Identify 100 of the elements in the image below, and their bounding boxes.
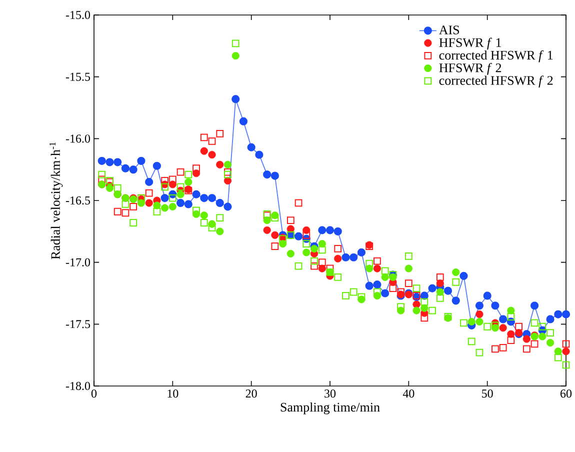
point [302,231,310,239]
point [176,183,184,191]
point [184,170,192,178]
y-tick-label: -15.5 [66,72,90,81]
point [121,164,130,172]
point [294,199,302,207]
point [373,264,381,272]
point [436,288,444,296]
point [208,224,216,232]
point [271,242,279,250]
point [232,40,240,48]
y-tick-label: -18.0 [66,382,90,390]
point [554,310,562,318]
x-axis-title: Sampling time/min [280,402,380,414]
point [161,204,169,212]
point [412,306,420,314]
point [184,200,192,208]
x-tick-label: 40 [402,390,414,398]
point [208,150,216,159]
point [160,194,169,202]
point [350,288,358,296]
point [546,338,554,347]
y-tick-label: -16.0 [66,134,90,143]
point [302,248,310,256]
point [404,264,412,272]
legend-label: corrected HFSWR f 1 [439,50,553,62]
point [412,300,420,308]
point [114,184,122,192]
point [224,176,232,185]
point [334,245,342,252]
point [310,262,318,270]
point [499,344,507,352]
point [404,252,412,260]
point [476,310,484,318]
x-tick-label: 10 [168,390,178,398]
point [216,160,224,168]
x-tick-label: 50 [482,390,493,398]
point [153,202,161,210]
point [318,258,326,266]
point [232,52,240,60]
point [271,231,279,239]
point [342,292,350,300]
point [168,194,176,202]
point [476,348,484,356]
y-axis-title: Radial velocity/km·h$^{-1}$ [50,142,63,260]
point [334,227,342,236]
point [436,273,444,281]
point [334,273,342,281]
point [507,313,515,320]
point [184,178,192,186]
x-tick-label: 20 [246,390,257,398]
point [122,200,130,208]
point [522,335,530,343]
point [546,315,554,324]
point [130,219,138,226]
point [562,361,570,369]
point [452,296,460,305]
point [404,280,412,288]
point [302,240,310,248]
point [428,306,436,314]
point [200,194,208,202]
point [373,280,382,289]
point [200,219,208,226]
point [129,166,138,174]
point [176,190,184,198]
point [224,168,232,176]
point [310,257,318,265]
point [294,232,303,240]
point [530,319,538,327]
point [452,268,460,276]
point [176,198,185,208]
point [374,257,381,265]
point [200,212,208,220]
point [224,160,232,168]
point [412,284,420,292]
point [271,214,279,222]
point [562,348,570,356]
point [546,329,554,337]
point [460,319,468,327]
point [208,137,216,145]
y-tick-label: -16.5 [66,196,90,205]
point [468,338,476,346]
y-tick-label: -17.5 [66,320,90,328]
point [562,310,570,318]
point [428,284,436,292]
point [286,250,294,258]
point [145,189,153,197]
point [538,322,546,330]
point [318,240,326,248]
point [106,158,114,166]
point [247,143,256,152]
point [216,130,224,138]
point [499,324,507,332]
point [562,340,570,348]
point [318,226,326,234]
point [515,322,523,330]
point [436,294,444,302]
point [381,267,389,275]
point [216,228,224,236]
point [192,190,200,198]
